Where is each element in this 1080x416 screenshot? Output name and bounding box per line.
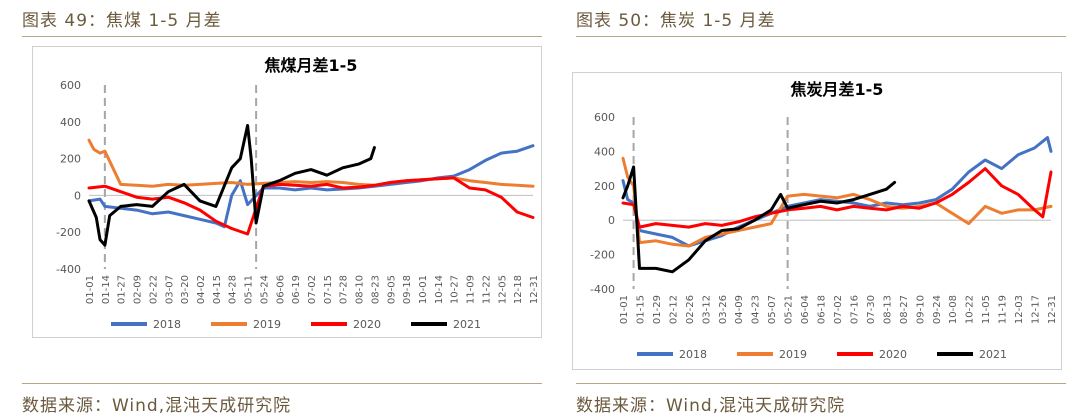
right-chart-box: 焦炭月差1-5 -400 -200 0 200 400 600 01-01 01-15 01-29… (572, 72, 1062, 370)
x-tick-label: 09-05 (386, 275, 397, 304)
x-tick-label: 06-04 (800, 295, 811, 324)
x-tick-label: 04-23 (751, 295, 762, 324)
x-tick-label: 07-16 (849, 295, 860, 324)
coking-coal-spread-chart: 焦煤月差1-5 -400 -200 0 200 400 600 01-01 01-14 01-27… (56, 56, 540, 331)
x-tick-label: 02-12 (668, 295, 679, 324)
x-tick-label: 04-09 (734, 295, 745, 324)
x-tick-label: 05-24 (259, 275, 270, 304)
x-tick-label: 03-20 (180, 275, 191, 304)
x-tick-label: 10-01 (418, 275, 429, 304)
right-source-note: 数据来源：Wind,混沌天成研究院 (576, 396, 846, 416)
series-line-2018 (87, 144, 535, 229)
series-line-2021 (621, 165, 897, 274)
x-tick-label: 08-23 (370, 275, 381, 304)
x-tick-label: 09-24 (932, 295, 943, 324)
x-tick-label: 11-22 (481, 275, 492, 304)
y-tick-label: 400 (60, 116, 81, 129)
x-tick-label: 03-12 (701, 295, 712, 324)
left-caption-rule (22, 36, 542, 37)
x-tick-label: 08-13 (882, 295, 893, 324)
chart-title: 焦煤月差1-5 (264, 56, 358, 75)
x-tick-label: 12-18 (513, 275, 524, 304)
right-source-rule (576, 383, 1066, 384)
x-tick-label: 11-09 (466, 275, 477, 304)
y-tick-label: -200 (590, 249, 615, 262)
y-tick-label: 0 (608, 214, 615, 227)
legend-label-2019: 2019 (779, 348, 807, 361)
x-tick-label: 01-27 (117, 275, 128, 304)
x-tick-label: 09-18 (402, 275, 413, 304)
y-tick-label: 200 (594, 180, 615, 193)
coke-spread-chart: 焦炭月差1-5 -400 -200 0 200 400 600 01-01 01-15 01-29… (590, 80, 1058, 361)
series-line-2019 (87, 138, 535, 188)
legend-label-2021: 2021 (979, 348, 1007, 361)
x-tick-label: 05-07 (767, 295, 778, 324)
x-tick-label: 07-28 (339, 275, 350, 304)
x-tick-label: 07-02 (833, 295, 844, 324)
x-tick-label: 12-03 (1014, 295, 1025, 324)
legend-label-2020: 2020 (353, 318, 381, 331)
y-tick-label: -400 (590, 283, 615, 296)
right-caption-rule (576, 36, 1066, 37)
y-tick-label: 600 (60, 79, 81, 92)
x-tick-label: 06-06 (275, 275, 286, 304)
y-tick-label: -200 (56, 226, 81, 239)
x-tick-label: 08-27 (899, 295, 910, 324)
x-tick-label: 01-14 (101, 275, 112, 304)
x-tick-label: 06-18 (817, 295, 828, 324)
x-tick-label: 10-27 (450, 275, 461, 304)
x-tick-label: 07-15 (323, 275, 334, 304)
x-tick-label: 07-30 (866, 295, 877, 324)
x-tick-label: 12-31 (1047, 295, 1058, 324)
x-tick-label: 01-01 (85, 275, 96, 304)
left-source-rule (22, 383, 542, 384)
x-tick-label: 12-31 (529, 275, 540, 304)
x-tick-label: 03-07 (164, 275, 175, 304)
x-tick-label: 04-15 (212, 275, 223, 304)
x-tick-label: 10-08 (948, 295, 959, 324)
legend-label-2021: 2021 (453, 318, 481, 331)
x-tick-label: 05-21 (784, 295, 795, 324)
legend-label-2018: 2018 (679, 348, 707, 361)
y-tick-label: 200 (60, 153, 81, 166)
y-tick-label: 0 (74, 189, 81, 202)
x-tick-label: 02-22 (148, 275, 159, 304)
x-tick-label: 08-10 (355, 275, 366, 304)
legend-label-2018: 2018 (153, 318, 181, 331)
x-tick-label: 12-17 (1031, 295, 1042, 324)
legend-label-2020: 2020 (879, 348, 907, 361)
x-tick-label: 11-19 (998, 295, 1009, 324)
y-tick-label: 400 (594, 145, 615, 158)
x-tick-label: 04-28 (228, 275, 239, 304)
x-tick-label: 04-02 (196, 275, 207, 304)
x-tick-label: 09-10 (915, 295, 926, 324)
series-line-2018 (621, 136, 1053, 248)
left-chart-box: 焦煤月差1-5 -400 -200 0 200 400 600 01-01 01-14 01-27… (32, 46, 542, 338)
left-source-note: 数据来源：Wind,混沌天成研究院 (22, 396, 292, 416)
series-line-2020 (621, 167, 1053, 229)
x-tick-label: 03-26 (718, 295, 729, 324)
right-figure-caption: 图表 50：焦炭 1-5 月差 (576, 11, 776, 31)
x-tick-label: 06-19 (291, 275, 302, 304)
x-tick-label: 07-02 (307, 275, 318, 304)
x-tick-label: 02-26 (685, 295, 696, 324)
x-tick-label: 12-05 (497, 275, 508, 304)
x-tick-label: 01-15 (635, 295, 646, 324)
x-tick-label: 01-01 (619, 295, 630, 324)
y-tick-label: 600 (594, 111, 615, 124)
x-tick-label: 10-14 (434, 275, 445, 304)
x-tick-label: 01-29 (652, 295, 663, 324)
x-tick-label: 10-22 (965, 295, 976, 324)
series-line-2019 (621, 156, 1053, 248)
y-tick-label: -400 (56, 263, 81, 276)
chart-title: 焦炭月差1-5 (790, 80, 884, 99)
series-line-2021 (87, 124, 376, 247)
x-tick-label: 05-11 (244, 275, 255, 304)
left-figure-caption: 图表 49：焦煤 1-5 月差 (22, 11, 222, 31)
x-tick-label: 02-09 (133, 275, 144, 304)
legend-label-2019: 2019 (253, 318, 281, 331)
x-tick-label: 11-05 (981, 295, 992, 324)
